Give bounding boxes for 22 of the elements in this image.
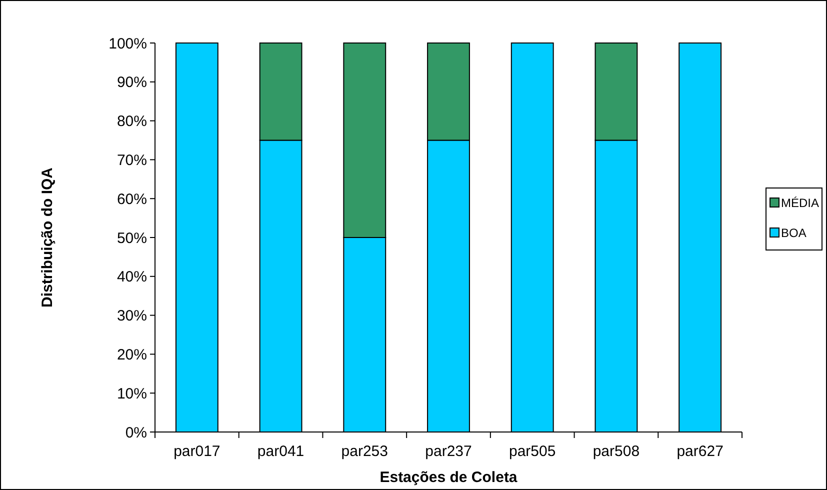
y-tick-label: 0% bbox=[125, 424, 147, 442]
y-axis-title: Distribuição do IQA bbox=[39, 167, 56, 308]
x-tick-label: par017 bbox=[174, 443, 220, 460]
y-tick-label: 10% bbox=[116, 385, 147, 402]
x-tick-label: par237 bbox=[425, 443, 472, 460]
y-tick-label: 60% bbox=[116, 190, 147, 208]
y-tick-label: 70% bbox=[116, 152, 147, 169]
legend-label: BOA bbox=[781, 226, 806, 240]
x-tick-label: par505 bbox=[509, 443, 556, 460]
x-tick-label: par508 bbox=[592, 443, 640, 460]
legend-label: MÉDIA bbox=[781, 196, 820, 210]
y-tick-label: 20% bbox=[116, 346, 147, 364]
x-tick-label: par041 bbox=[257, 443, 304, 460]
x-tick-label: par253 bbox=[341, 443, 388, 460]
y-tick-label: 30% bbox=[116, 308, 147, 325]
y-tick-label: 40% bbox=[116, 268, 147, 286]
y-tick-label: 90% bbox=[116, 74, 147, 92]
x-axis-title: Estações de Coleta bbox=[380, 469, 518, 486]
y-tick-label: 80% bbox=[116, 113, 147, 130]
y-tick-label: 100% bbox=[108, 35, 147, 52]
x-tick-label: par627 bbox=[676, 443, 724, 460]
y-tick-label: 50% bbox=[116, 230, 147, 247]
